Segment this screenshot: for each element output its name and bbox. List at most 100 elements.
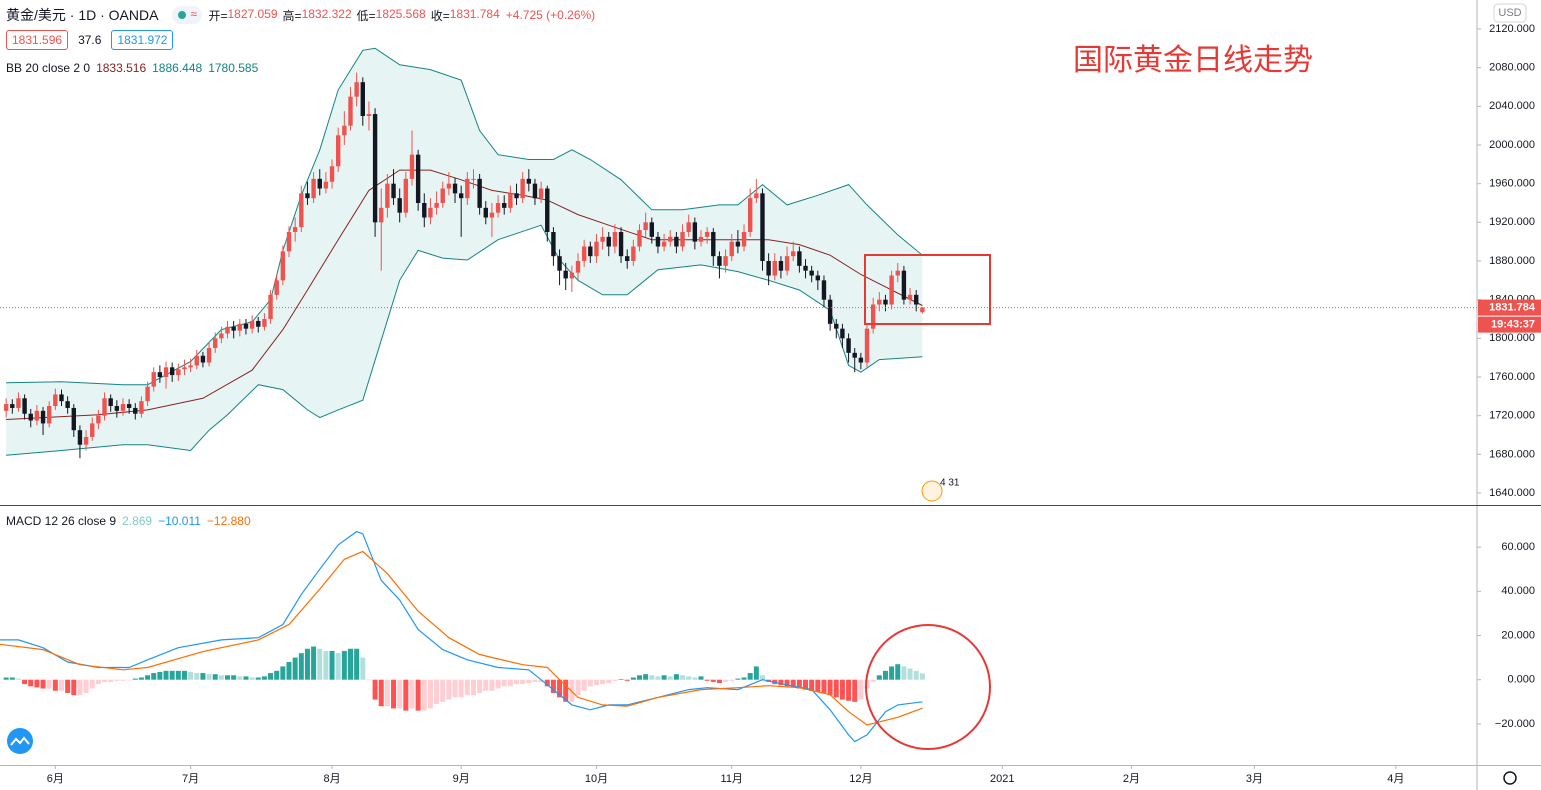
- histogram-bar: [649, 675, 655, 680]
- x-tick-label: 7月: [182, 773, 199, 785]
- histogram-bar: [298, 653, 304, 680]
- histogram-bar: [237, 676, 243, 680]
- candle-body: [16, 398, 21, 408]
- x-tick-label: 2月: [1123, 773, 1140, 785]
- histogram-bar: [514, 679, 520, 685]
- candle-body: [889, 275, 894, 305]
- candle-body: [495, 203, 501, 213]
- candle-body: [10, 404, 15, 408]
- settings-icon[interactable]: [1503, 771, 1517, 785]
- histogram-bar: [612, 679, 618, 681]
- candle-body: [538, 188, 544, 199]
- histogram-bar: [704, 679, 710, 681]
- histogram-bar: [489, 679, 495, 691]
- plot-area: [0, 47, 1477, 743]
- histogram-bar: [784, 679, 790, 687]
- candle-body: [791, 251, 796, 257]
- candle-body: [213, 338, 218, 349]
- candle-body: [354, 82, 359, 97]
- histogram-bar: [286, 662, 292, 680]
- histogram-bar: [415, 679, 421, 711]
- macd-hist-value: 2.869: [122, 514, 153, 528]
- candle-body: [741, 232, 747, 247]
- histogram-bar: [40, 679, 46, 689]
- histogram-bar: [292, 657, 298, 680]
- candle-body: [760, 193, 765, 262]
- candle-body: [40, 410, 46, 424]
- histogram-bar: [225, 675, 231, 680]
- event-icon[interactable]: [921, 480, 943, 502]
- histogram-bar: [907, 668, 913, 680]
- candle-body: [827, 299, 833, 324]
- candle-body: [569, 272, 575, 279]
- candle-body: [366, 114, 372, 117]
- candle-body: [612, 232, 618, 247]
- candle-body: [169, 367, 175, 376]
- legend-row: 黄金/美元 · 1D · OANDA ≈ 开= 1827.059 高= 1832.32…: [6, 5, 595, 25]
- ohlc-value: 1825.568: [375, 6, 426, 21]
- histogram-bar: [151, 673, 157, 680]
- candle-body: [508, 193, 513, 208]
- candle-body: [256, 320, 261, 327]
- histogram-bar: [255, 677, 261, 680]
- candle-body: [600, 236, 605, 242]
- histogram-bar: [538, 679, 544, 682]
- candle-body: [96, 415, 101, 424]
- histogram-bar: [138, 677, 144, 680]
- candle-body: [483, 207, 488, 218]
- histogram-bar: [218, 675, 224, 680]
- y-tick-label: 1640.000: [1489, 487, 1535, 499]
- candle-body: [477, 178, 482, 208]
- quote-row: 1831.596 37.6 1831.972: [6, 30, 174, 50]
- ohlc-value: 1827.059: [227, 6, 278, 21]
- candle-body: [914, 294, 919, 305]
- histogram-bar: [274, 670, 280, 680]
- candle-body: [834, 323, 839, 329]
- ohlc-value: 1831.784: [449, 6, 500, 21]
- candle-body: [348, 96, 353, 126]
- histogram-bar: [895, 664, 901, 680]
- histogram-bar: [901, 666, 907, 680]
- histogram-bar: [470, 679, 476, 696]
- histogram-bar: [3, 677, 9, 680]
- histogram-bar: [360, 657, 366, 680]
- candle-body: [625, 256, 630, 262]
- candle-body: [907, 294, 913, 300]
- symbol[interactable]: 黄金/美元 · 1D · OANDA: [6, 7, 159, 23]
- candle-body: [83, 436, 89, 445]
- candle-body: [176, 369, 181, 376]
- candle-body: [102, 398, 107, 416]
- x-tick-label: 2021: [990, 773, 1014, 785]
- histogram-bar: [600, 679, 606, 685]
- candle-body: [883, 299, 888, 305]
- macd-value: −10.011: [158, 514, 201, 528]
- histogram-bar: [409, 679, 415, 709]
- candle-body: [618, 232, 624, 257]
- candle-body: [231, 326, 236, 331]
- bb-lower-value: 1780.585: [208, 61, 259, 75]
- ohlc-value: 1832.322: [301, 6, 352, 21]
- candle-body: [920, 307, 925, 313]
- candle-body: [514, 193, 519, 199]
- histogram-bar: [421, 679, 427, 711]
- histogram-bar: [796, 679, 802, 689]
- histogram-bar: [126, 679, 132, 681]
- histogram-bar: [77, 679, 83, 696]
- histogram-bar: [15, 678, 21, 680]
- candle-body: [292, 227, 298, 233]
- candle-body: [674, 236, 679, 247]
- histogram-bar: [175, 670, 181, 680]
- histogram-bar: [317, 648, 323, 680]
- candle-body: [723, 256, 728, 266]
- candle-body: [280, 251, 286, 281]
- candle-body: [489, 212, 495, 218]
- histogram-bar: [145, 675, 151, 680]
- histogram-bar: [618, 679, 624, 680]
- currency-box[interactable]: [1493, 3, 1527, 23]
- histogram-bar: [347, 648, 353, 680]
- y-tick-label: 2040.000: [1489, 100, 1535, 112]
- candle-body: [151, 372, 156, 387]
- candle-body: [545, 188, 550, 233]
- candle-body: [471, 178, 476, 180]
- logo[interactable]: [7, 728, 33, 754]
